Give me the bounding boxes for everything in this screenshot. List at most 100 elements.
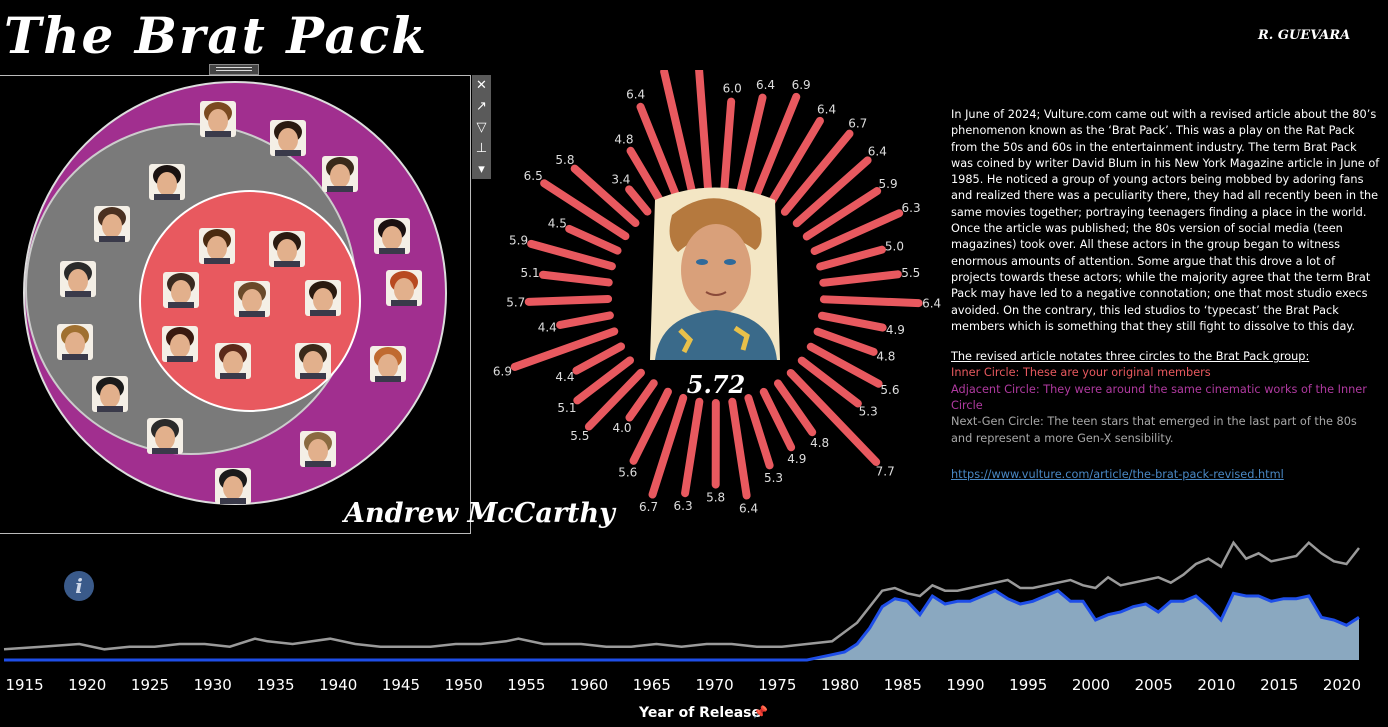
rating-bar[interactable] bbox=[538, 270, 613, 287]
rating-bar[interactable] bbox=[817, 311, 887, 332]
nextgen-circle-note: Next-Gen Circle: The teen stars that eme… bbox=[951, 415, 1357, 445]
rating-bar[interactable] bbox=[584, 368, 645, 431]
actor-portrait[interactable] bbox=[295, 343, 331, 379]
rating-bar[interactable] bbox=[625, 379, 658, 422]
circles-diagram bbox=[23, 81, 447, 505]
rating-bar[interactable] bbox=[728, 397, 751, 500]
rating-bar[interactable] bbox=[816, 245, 886, 271]
x-axis-title: Year of Release bbox=[639, 705, 762, 721]
rating-bar[interactable] bbox=[636, 102, 680, 199]
rating-label: 3.4 bbox=[611, 172, 630, 186]
close-icon[interactable]: ✕ bbox=[476, 78, 487, 93]
actor-portrait[interactable] bbox=[147, 418, 183, 454]
rating-label: 6.7 bbox=[848, 117, 867, 131]
open-external-icon[interactable]: ↗ bbox=[476, 99, 487, 114]
rating-label: 6.7 bbox=[639, 500, 658, 514]
rating-label: 5.9 bbox=[879, 177, 898, 191]
rating-label: 6.0 bbox=[723, 82, 742, 96]
filter-icon[interactable]: ▽ bbox=[476, 120, 487, 135]
rating-bar[interactable] bbox=[626, 146, 665, 207]
rating-bar[interactable] bbox=[786, 368, 881, 466]
actor-portrait[interactable] bbox=[234, 281, 270, 317]
rating-bar[interactable] bbox=[524, 294, 613, 306]
rating-bar[interactable] bbox=[736, 93, 767, 194]
rating-label: 7.7 bbox=[876, 464, 895, 478]
actor-portrait[interactable] bbox=[386, 270, 422, 306]
actor-portrait[interactable] bbox=[163, 272, 199, 308]
rating-label: 6.4 bbox=[626, 88, 645, 102]
actor-portrait[interactable] bbox=[149, 164, 185, 200]
adjacent-circle-note: Adjacent Circle: They were around the sa… bbox=[951, 382, 1367, 413]
rating-bar[interactable] bbox=[780, 129, 854, 216]
actor-portrait[interactable] bbox=[370, 346, 406, 382]
actor-portrait[interactable] bbox=[322, 156, 358, 192]
x-tick-label: 1990 bbox=[946, 676, 984, 694]
actor-portrait[interactable] bbox=[60, 261, 96, 297]
rating-bar[interactable] bbox=[810, 209, 904, 255]
drag-handle[interactable] bbox=[209, 64, 259, 75]
rating-bar[interactable] bbox=[792, 156, 872, 228]
rating-label: 6.4 bbox=[739, 501, 758, 515]
rating-bar[interactable] bbox=[572, 342, 626, 375]
rating-bar[interactable] bbox=[540, 179, 630, 241]
actor-portrait[interactable] bbox=[300, 431, 336, 467]
rating-bar[interactable] bbox=[806, 342, 883, 388]
x-tick-label: 2020 bbox=[1323, 676, 1361, 694]
rating-label: 6.4 bbox=[817, 103, 836, 117]
rating-label: 6.3 bbox=[902, 201, 921, 215]
rating-bar[interactable] bbox=[720, 97, 736, 192]
rating-bar[interactable] bbox=[752, 92, 801, 199]
actor-portrait[interactable] bbox=[269, 231, 305, 267]
article-paragraph: In June of 2024; Vulture.com came out wi… bbox=[951, 108, 1380, 333]
rating-bar[interactable] bbox=[744, 394, 774, 470]
rating-label: 5.1 bbox=[521, 266, 540, 280]
vulture-article-link[interactable]: https://www.vulture.com/article/the-brat… bbox=[951, 467, 1284, 481]
pin-icon[interactable]: ⊥ bbox=[475, 141, 488, 156]
rating-label: 6.9 bbox=[792, 78, 811, 92]
actor-portrait[interactable] bbox=[162, 326, 198, 362]
actor-portrait[interactable] bbox=[57, 324, 93, 360]
actor-portrait[interactable] bbox=[215, 343, 251, 379]
dropdown-arrow-icon[interactable]: ▾ bbox=[478, 162, 485, 177]
rating-label: 6.4 bbox=[922, 297, 941, 311]
rating-bar[interactable] bbox=[660, 70, 696, 194]
rating-label: 5.6 bbox=[880, 383, 899, 397]
actor-portrait[interactable] bbox=[270, 120, 306, 156]
rating-bar[interactable] bbox=[797, 356, 862, 408]
author-credit: R. GUEVARA bbox=[1258, 28, 1351, 43]
actor-portrait[interactable] bbox=[199, 228, 235, 264]
actor-portrait[interactable] bbox=[200, 101, 236, 137]
x-tick-label: 1915 bbox=[5, 676, 43, 694]
rating-bar[interactable] bbox=[819, 270, 902, 287]
info-icon[interactable]: i bbox=[64, 571, 94, 601]
rating-bar[interactable] bbox=[759, 387, 796, 452]
rating-bar[interactable] bbox=[819, 295, 923, 308]
rating-label: 6.5 bbox=[524, 169, 543, 183]
actor-portrait[interactable] bbox=[94, 206, 130, 242]
actor-portrait[interactable] bbox=[305, 280, 341, 316]
actor-portrait[interactable] bbox=[215, 468, 251, 504]
rating-bar[interactable] bbox=[625, 185, 652, 216]
actor-portrait[interactable] bbox=[374, 218, 410, 254]
rating-bar[interactable] bbox=[648, 393, 688, 499]
pin-icon[interactable]: 📌 bbox=[753, 705, 768, 719]
rating-label: 6.4 bbox=[868, 145, 887, 159]
rating-bar[interactable] bbox=[773, 379, 817, 437]
rating-bar[interactable] bbox=[802, 187, 882, 241]
rating-bar[interactable] bbox=[695, 70, 712, 192]
rating-bar[interactable] bbox=[565, 224, 622, 255]
rating-label: 4.8 bbox=[810, 436, 829, 450]
actor-portrait[interactable] bbox=[92, 376, 128, 412]
x-tick-label: 1930 bbox=[194, 676, 232, 694]
rating-bar[interactable] bbox=[527, 239, 616, 271]
rating-bar[interactable] bbox=[813, 327, 878, 356]
x-tick-label: 2015 bbox=[1260, 676, 1298, 694]
rating-bar[interactable] bbox=[570, 164, 640, 228]
rating-label: 4.8 bbox=[614, 133, 633, 147]
rating-bar[interactable] bbox=[573, 356, 635, 405]
rating-bar[interactable] bbox=[681, 397, 704, 498]
rating-bar[interactable] bbox=[510, 327, 619, 371]
rating-bar[interactable] bbox=[556, 311, 614, 329]
rating-bar[interactable] bbox=[767, 116, 824, 207]
rating-bar[interactable] bbox=[629, 387, 672, 465]
